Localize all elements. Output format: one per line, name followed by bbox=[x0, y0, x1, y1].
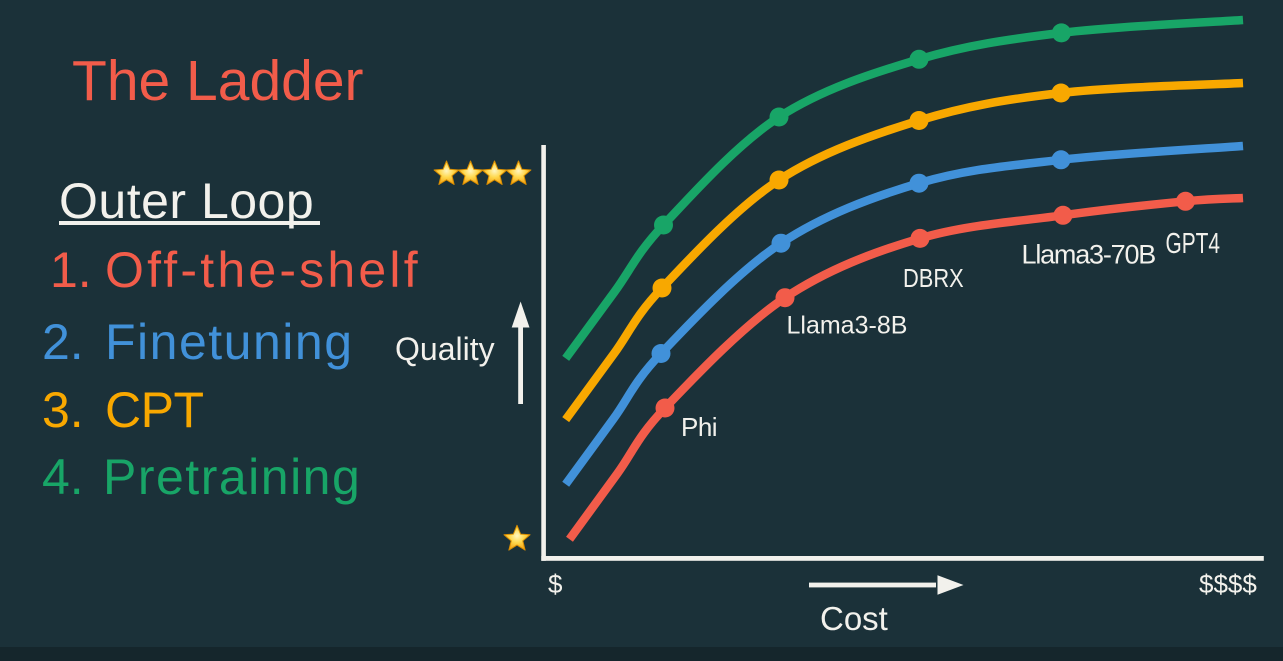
svg-text:DBRX: DBRX bbox=[903, 264, 964, 293]
svg-text:GPT4: GPT4 bbox=[1166, 228, 1220, 260]
svg-text:Llama3-70B: Llama3-70B bbox=[1022, 240, 1156, 270]
svg-text:Llama3-8B: Llama3-8B bbox=[787, 312, 908, 340]
svg-text:Phi: Phi bbox=[681, 412, 717, 442]
